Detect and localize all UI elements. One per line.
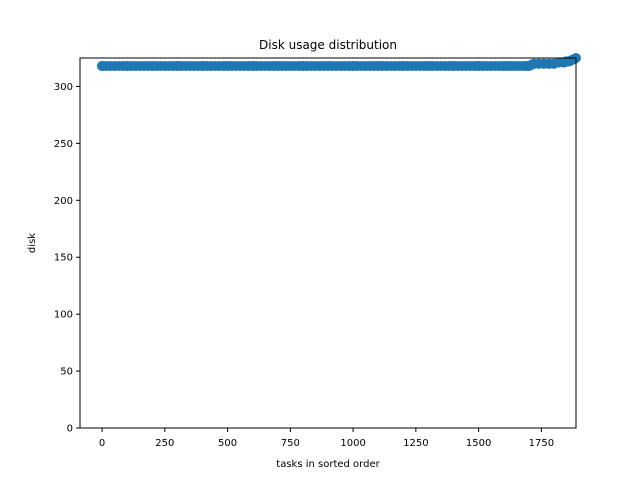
data-point: [448, 60, 459, 71]
data-point: [498, 60, 509, 71]
x-tick-label: 1250: [403, 438, 428, 449]
y-tick-label: 50: [60, 367, 73, 378]
y-tick-label: 250: [54, 139, 73, 150]
data-point: [272, 60, 283, 71]
x-axis-label: tasks in sorted order: [276, 459, 380, 470]
y-tick-label: 300: [54, 82, 73, 93]
x-tick-label: 0: [99, 438, 105, 449]
plot-frame: [79, 57, 577, 429]
data-point: [423, 60, 434, 71]
y-tick-label: 200: [54, 196, 73, 207]
y-axis-label: disk: [27, 233, 38, 253]
y-tick-label: 100: [54, 310, 73, 321]
x-tick-label: 250: [155, 438, 174, 449]
data-point: [297, 60, 308, 71]
data-point: [398, 60, 409, 71]
data-point: [122, 60, 133, 71]
x-tick-label: 750: [281, 438, 300, 449]
data-point: [323, 60, 333, 71]
y-tick-label: 150: [54, 253, 73, 264]
x-tick-label: 1500: [466, 438, 491, 449]
y-axis: 0 50 100 150 200 250 300: [54, 82, 80, 435]
data-point: [222, 60, 233, 71]
x-tick-label: 1750: [529, 438, 554, 449]
chart-title: Disk usage distribution: [259, 38, 397, 52]
data-point: [97, 60, 108, 71]
data-point: [348, 60, 359, 71]
x-tick-label: 1000: [340, 438, 365, 449]
data-point: [147, 60, 158, 71]
y-tick-label: 0: [67, 424, 73, 435]
data-point: [172, 60, 183, 71]
data-point: [247, 60, 258, 71]
x-axis: 0 250 500 750 1000 1250 1500 1750: [99, 428, 554, 449]
plot-marks: [97, 53, 581, 71]
data-point: [197, 60, 208, 71]
x-tick-label: 500: [218, 438, 237, 449]
data-point: [473, 60, 484, 71]
data-point: [373, 60, 384, 71]
